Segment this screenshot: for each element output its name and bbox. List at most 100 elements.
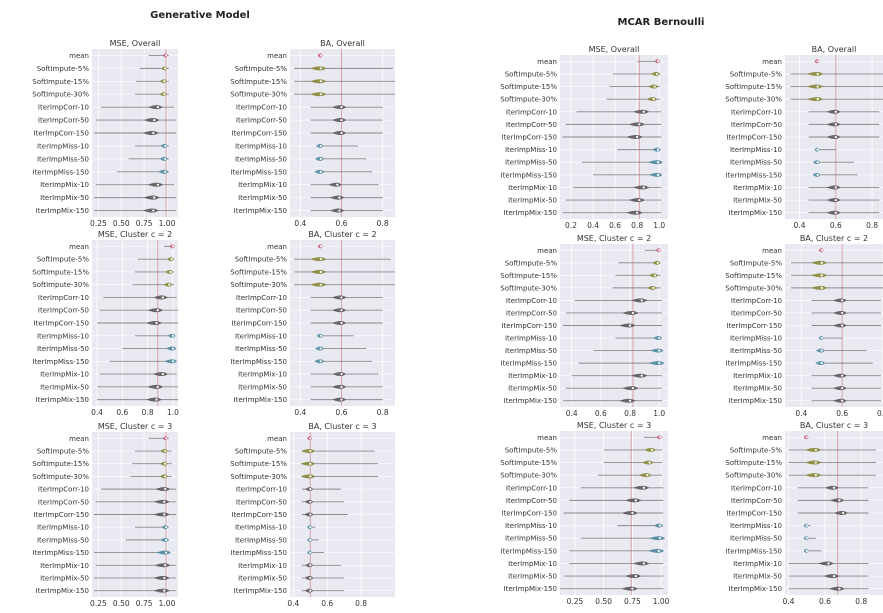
violin-body: [633, 485, 650, 490]
category-label: IterImpMix-150: [504, 209, 557, 217]
violin-body: [648, 84, 659, 89]
median-point: [814, 461, 817, 464]
median-point: [832, 574, 836, 578]
median-point: [163, 589, 166, 592]
category-label: IterImpMix-10: [40, 562, 89, 570]
category-label: SoftImpute-5%: [37, 65, 90, 73]
violin-body: [300, 461, 316, 466]
category-label: IterImpMiss-10: [235, 524, 287, 532]
median-point: [171, 360, 175, 363]
x-tick-label: 0.6: [836, 409, 848, 418]
category-label: SoftImpute-30%: [230, 473, 287, 481]
x-tick-label: 0.6: [609, 221, 621, 230]
violin-body: [833, 298, 847, 303]
median-point: [658, 249, 661, 252]
category-label: IterImpCorr-10: [38, 104, 89, 112]
category-label: IterImpCorr-50: [731, 309, 782, 317]
category-label: SoftImpute-15%: [725, 272, 782, 280]
median-point: [640, 299, 643, 302]
violin-body: [810, 273, 828, 278]
violin-body: [818, 561, 834, 566]
median-point: [838, 499, 841, 502]
category-label: IterImpMiss-150: [501, 547, 558, 555]
x-tick-label: 0.8: [142, 408, 154, 417]
median-point: [309, 538, 312, 541]
median-point: [841, 387, 844, 390]
violin-body: [649, 536, 666, 541]
panels: MSE, Overall mean SoftImpute-5% SoftImpute-…: [32, 39, 883, 608]
median-point: [657, 549, 660, 552]
median-point: [340, 398, 343, 401]
median-point: [805, 549, 808, 552]
category-label: IterImpMiss-150: [231, 168, 288, 176]
chart-panel: BA, Cluster c = 3 mean SoftImpute-5% SoftIm…: [230, 422, 395, 608]
median-point: [631, 511, 634, 515]
violin-body: [330, 208, 345, 213]
violin-body: [314, 346, 324, 351]
category-label: IterImpCorr-10: [731, 108, 782, 116]
violin-body: [330, 195, 345, 200]
category-label: SoftImpute-5%: [505, 446, 558, 454]
category-label: SoftImpute-15%: [32, 78, 89, 86]
category-label: IterImpCorr-10: [38, 294, 89, 302]
median-point: [642, 486, 645, 489]
median-point: [319, 245, 322, 248]
category-label: IterImpMiss-50: [235, 155, 287, 163]
median-point: [319, 54, 322, 57]
median-point: [152, 131, 155, 135]
x-tick-label: 0.50: [595, 597, 612, 606]
category-label: IterImpCorr-50: [731, 121, 782, 129]
category-label: IterImpCorr-50: [38, 498, 89, 506]
category-label: IterImpCorr-150: [726, 134, 782, 142]
median-point: [340, 385, 343, 388]
violin-body: [826, 210, 841, 215]
x-tick-label: 0.50: [113, 599, 130, 608]
panel-title: MSE, Cluster c = 2: [98, 230, 172, 239]
median-point: [841, 311, 844, 315]
category-label: IterImpMix-150: [36, 207, 89, 215]
median-point: [319, 360, 322, 363]
panel-title: BA, Cluster c = 3: [308, 422, 376, 431]
median-point: [319, 283, 322, 286]
median-point: [340, 131, 343, 135]
median-point: [814, 448, 817, 452]
violin-body: [314, 359, 325, 364]
category-label: IterImpMiss-10: [505, 522, 557, 530]
median-point: [165, 437, 168, 440]
median-point: [319, 144, 322, 148]
median-point: [163, 80, 166, 83]
violin-body: [153, 575, 170, 580]
category-label: SoftImpute-5%: [235, 448, 288, 456]
violin-body: [332, 295, 347, 300]
median-point: [834, 123, 837, 126]
category-label: mean: [69, 243, 89, 251]
category-label: IterImpCorr-150: [501, 134, 557, 142]
median-point: [636, 135, 639, 139]
category-label: IterImpCorr-10: [731, 484, 782, 492]
violin-body: [805, 473, 822, 478]
median-point: [319, 93, 322, 96]
chart-panel: MSE, Overall mean SoftImpute-5% SoftImpute-…: [500, 45, 668, 230]
category-label: IterImpCorr-150: [726, 322, 782, 330]
median-point: [165, 54, 168, 57]
x-tick-label: 0.25: [90, 219, 107, 228]
category-label: IterImpMix-150: [729, 209, 782, 217]
violin-body: [332, 320, 347, 326]
median-point: [650, 448, 654, 452]
category-label: SoftImpute-5%: [730, 259, 783, 267]
category-label: SoftImpute-15%: [500, 272, 557, 280]
category-label: IterImpMix-150: [729, 585, 782, 593]
median-point: [820, 249, 823, 252]
median-point: [319, 270, 322, 274]
median-point: [658, 336, 661, 340]
median-point: [841, 299, 844, 302]
median-point: [165, 551, 168, 554]
x-tick-label: 0.8: [624, 409, 636, 418]
category-label: mean: [69, 435, 89, 443]
violin-body: [806, 84, 824, 89]
category-label: IterImpMiss-150: [726, 171, 783, 179]
category-label: IterImpMiss-10: [37, 142, 89, 150]
violin-body: [156, 550, 172, 555]
panel-title: MSE, Cluster c = 2: [577, 234, 651, 243]
violin-body: [310, 79, 327, 84]
